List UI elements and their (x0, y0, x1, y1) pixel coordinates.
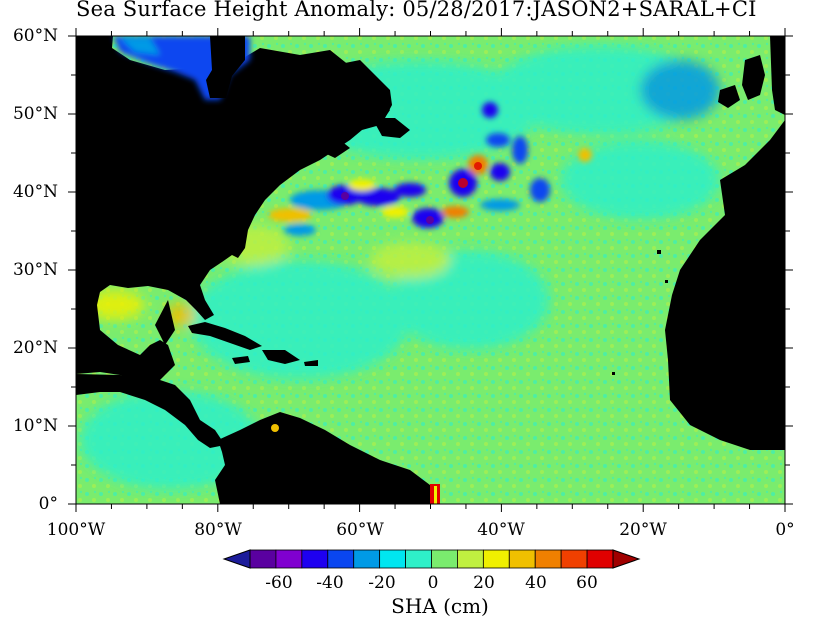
colorbar-segment (275, 549, 303, 569)
colorbar-segment (249, 549, 277, 569)
colorbar-segment (405, 549, 432, 569)
colorbar-segment (457, 549, 484, 569)
lat-label-10n: 10°N (12, 416, 58, 436)
lon-label-60w: 60°W (336, 520, 384, 540)
lon-label-0: 0° (775, 520, 795, 540)
colorbar-segment (534, 549, 562, 569)
colorbar-label-0: 0 (427, 573, 439, 593)
colorbar-label-40: 40 (525, 573, 547, 593)
map-area (76, 36, 785, 504)
colorbar-label-20: 20 (473, 573, 495, 593)
colorbar-under-arrow (222, 549, 251, 569)
colorbar-segment (586, 549, 614, 569)
land-masses (76, 36, 785, 504)
lon-label-20w: 20°W (619, 520, 667, 540)
axis-ticks (68, 28, 793, 512)
colorbar-label-neg60: -60 (265, 573, 293, 593)
colorbar-label-neg40: -40 (316, 573, 344, 593)
lat-label-0: 0° (38, 494, 58, 514)
colorbar-label-60: 60 (576, 573, 598, 593)
lat-label-60n: 60°N (12, 26, 58, 46)
colorbar-over-arrow (612, 549, 641, 569)
colorbar (222, 549, 641, 569)
colorbar-segment (301, 549, 329, 569)
colorbar-segment (482, 549, 510, 569)
lat-label-50n: 50°N (12, 104, 58, 124)
gulf-stream-eddies (268, 102, 592, 236)
colorbar-segment (560, 549, 588, 569)
lat-label-20n: 20°N (12, 338, 58, 358)
colorbar-segment (353, 549, 381, 569)
colorbar-title: SHA (cm) (391, 594, 489, 618)
lon-label-40w: 40°W (477, 520, 525, 540)
colorbar-segment (327, 549, 355, 569)
map-title: Sea Surface Height Anomaly: 05/28/2017:J… (76, 0, 757, 21)
colorbar-segment (379, 549, 406, 569)
colorbar-segment (508, 549, 536, 569)
lon-label-80w: 80°W (194, 520, 242, 540)
lat-label-30n: 30°N (12, 260, 58, 280)
colorbar-segment (431, 549, 458, 569)
colorbar-label-neg20: -20 (368, 573, 396, 593)
lon-label-100w: 100°W (46, 520, 106, 540)
lat-label-40n: 40°N (12, 182, 58, 202)
